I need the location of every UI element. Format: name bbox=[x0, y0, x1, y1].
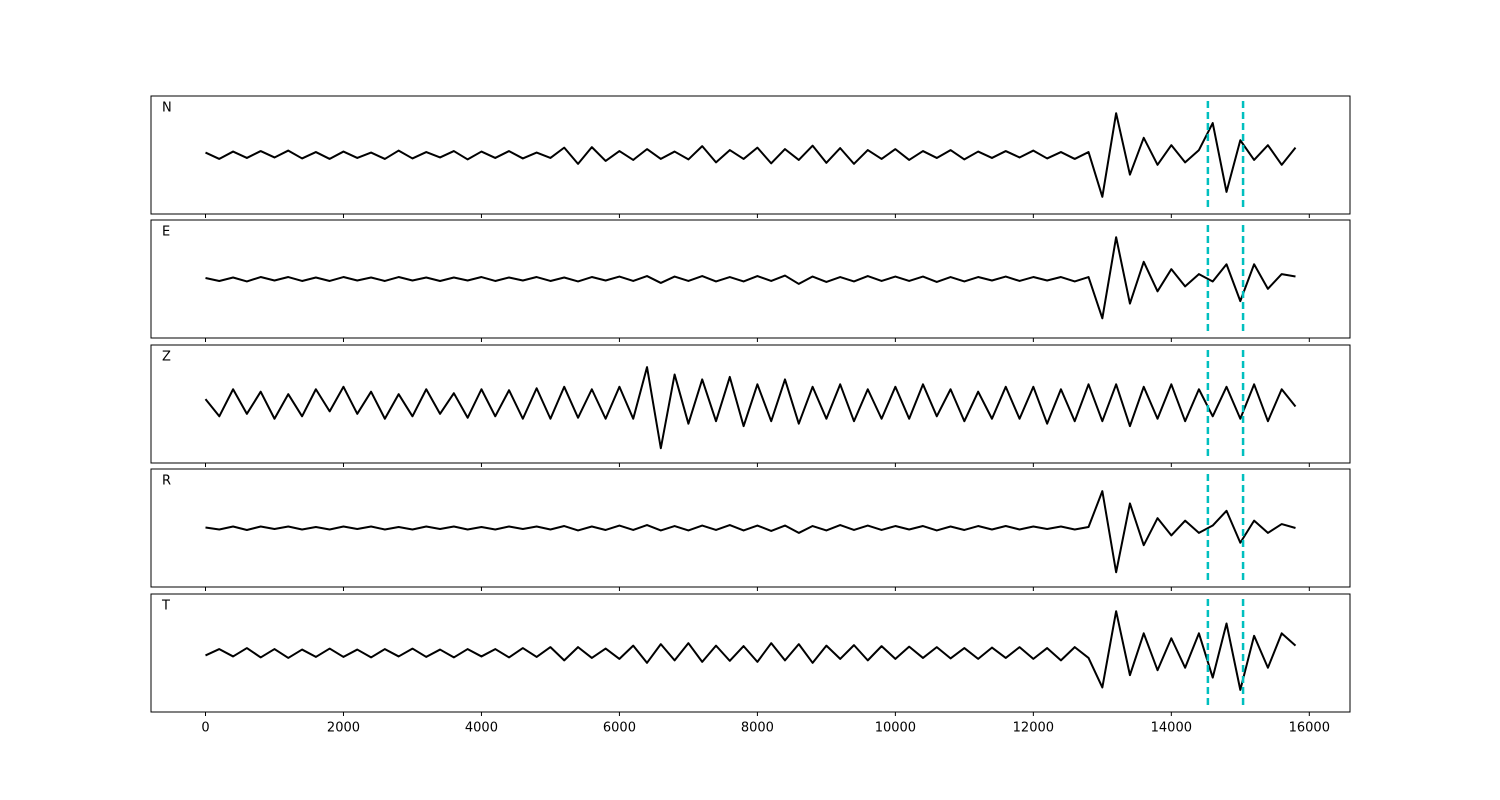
x-tick-label: 6000 bbox=[603, 721, 636, 736]
panel-frame bbox=[150, 468, 1351, 588]
trace bbox=[204, 366, 1297, 450]
panel-label: T bbox=[161, 599, 170, 614]
panel-label: E bbox=[162, 225, 170, 240]
trace bbox=[205, 112, 1297, 198]
x-tick-label: 10000 bbox=[875, 721, 916, 736]
panel-frame bbox=[150, 593, 1351, 713]
panel-label: R bbox=[162, 474, 171, 489]
x-tick-label: 8000 bbox=[741, 721, 774, 736]
panel-frame bbox=[150, 219, 1351, 339]
x-tick-label: 4000 bbox=[465, 721, 498, 736]
trace bbox=[205, 610, 1297, 691]
panel-frame bbox=[150, 95, 1351, 215]
x-tick-label: 16000 bbox=[1289, 721, 1330, 736]
panel-frame bbox=[150, 344, 1351, 464]
panel-label: N bbox=[162, 101, 172, 116]
panel-label: Z bbox=[162, 350, 171, 365]
trace bbox=[205, 490, 1296, 574]
x-tick-label: 14000 bbox=[1151, 721, 1192, 736]
trace bbox=[205, 236, 1296, 320]
x-tick-label: 0 bbox=[201, 721, 209, 736]
x-tick-label: 12000 bbox=[1013, 721, 1054, 736]
x-tick-label: 2000 bbox=[327, 721, 360, 736]
